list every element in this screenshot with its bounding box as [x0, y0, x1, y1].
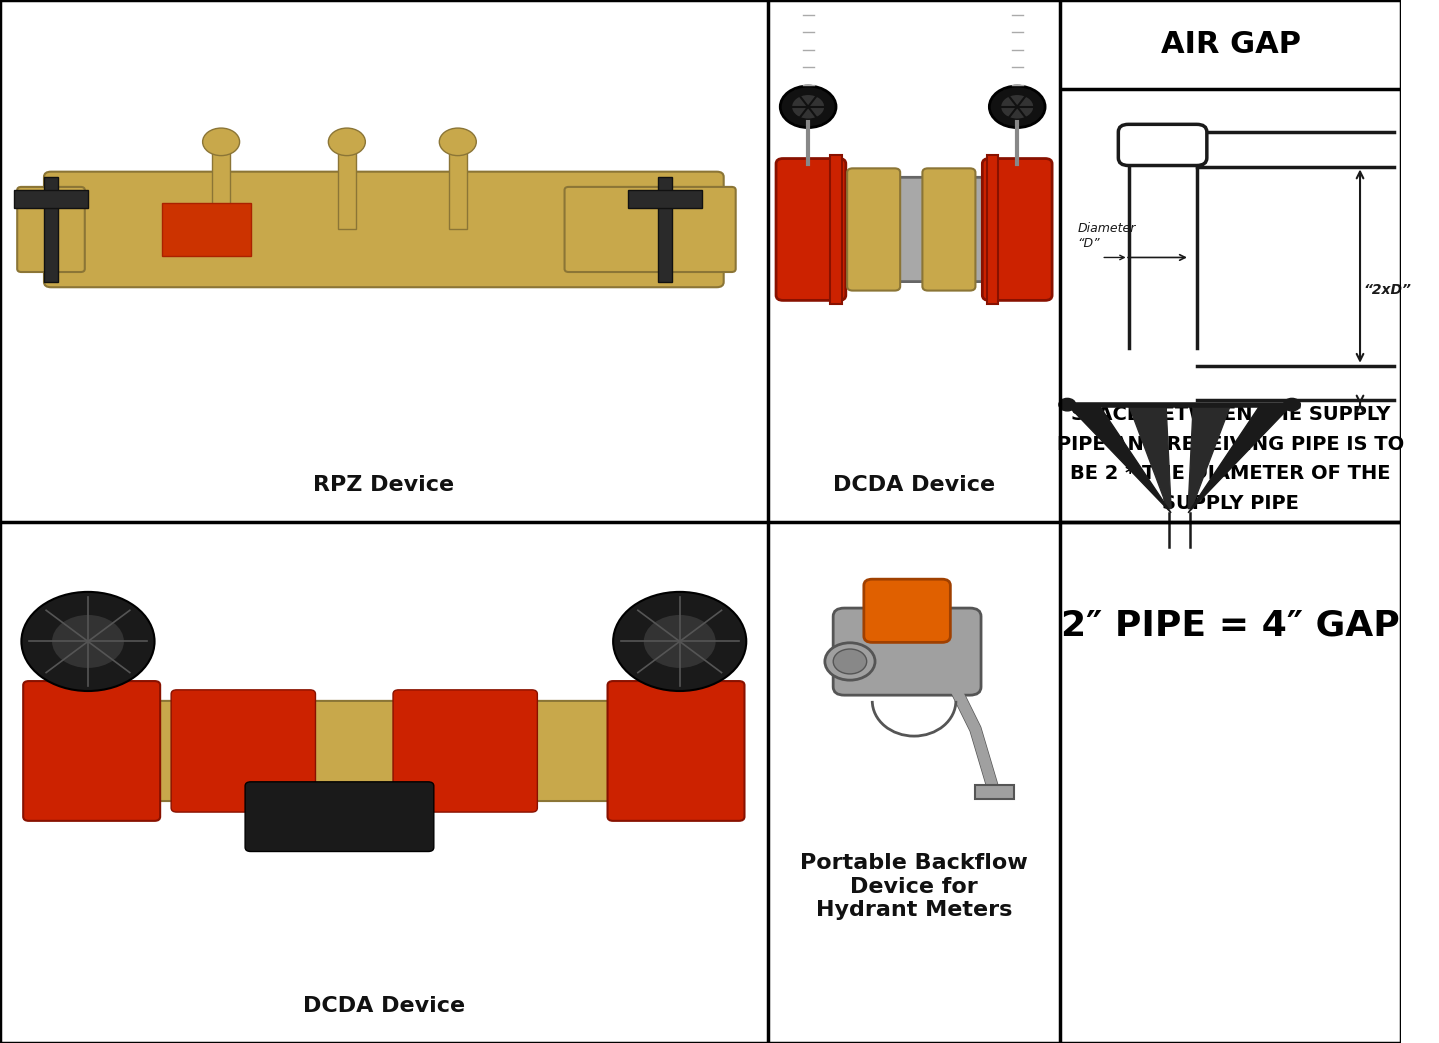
FancyBboxPatch shape	[607, 681, 744, 821]
Circle shape	[1059, 398, 1076, 411]
Polygon shape	[1189, 405, 1292, 513]
Bar	[627, 190, 702, 208]
Circle shape	[643, 614, 717, 669]
Bar	[212, 150, 230, 229]
Bar	[449, 150, 466, 229]
Circle shape	[833, 649, 866, 674]
FancyBboxPatch shape	[922, 168, 976, 291]
FancyBboxPatch shape	[983, 159, 1052, 300]
Bar	[830, 155, 842, 304]
Circle shape	[990, 86, 1045, 127]
FancyBboxPatch shape	[1118, 124, 1207, 166]
Circle shape	[439, 128, 476, 155]
Polygon shape	[1128, 405, 1171, 509]
Text: 2″ PIPE = 4″ GAP: 2″ PIPE = 4″ GAP	[1062, 609, 1400, 642]
Circle shape	[791, 94, 825, 119]
Bar	[987, 155, 997, 304]
Text: AIR GAP: AIR GAP	[1161, 30, 1301, 58]
Circle shape	[780, 86, 836, 127]
Text: SPACE BETWEEN THE SUPPLY
PIPE AND RECEIVING PIPE IS TO
BE 2 * THE DIAMETER OF TH: SPACE BETWEEN THE SUPPLY PIPE AND RECEIV…	[1058, 405, 1404, 513]
Circle shape	[613, 591, 747, 692]
Bar	[658, 177, 672, 282]
Circle shape	[203, 128, 240, 155]
FancyBboxPatch shape	[138, 701, 629, 801]
Bar	[976, 785, 1014, 800]
Bar	[338, 150, 355, 229]
FancyBboxPatch shape	[833, 608, 981, 696]
FancyBboxPatch shape	[863, 579, 950, 642]
Text: Portable Backflow
Device for
Hydrant Meters: Portable Backflow Device for Hydrant Met…	[800, 853, 1027, 920]
FancyBboxPatch shape	[23, 681, 160, 821]
Circle shape	[50, 614, 125, 669]
Circle shape	[328, 128, 366, 155]
Bar	[163, 203, 250, 256]
Text: RPZ Device: RPZ Device	[314, 475, 455, 495]
Circle shape	[22, 591, 154, 692]
Circle shape	[1284, 398, 1301, 411]
FancyBboxPatch shape	[848, 168, 901, 291]
Polygon shape	[1068, 405, 1171, 513]
Bar	[14, 190, 88, 208]
FancyBboxPatch shape	[825, 177, 1003, 282]
FancyBboxPatch shape	[393, 689, 537, 812]
Polygon shape	[1189, 405, 1230, 509]
Text: DCDA Device: DCDA Device	[302, 996, 465, 1017]
FancyBboxPatch shape	[171, 689, 315, 812]
Bar	[43, 177, 59, 282]
Circle shape	[1000, 94, 1035, 119]
FancyBboxPatch shape	[45, 172, 724, 287]
Text: DCDA Device: DCDA Device	[833, 475, 996, 495]
FancyBboxPatch shape	[564, 187, 735, 272]
FancyBboxPatch shape	[776, 159, 846, 300]
Text: “2xD”: “2xD”	[1363, 284, 1412, 297]
Text: Diameter
“D”: Diameter “D”	[1078, 222, 1135, 250]
Circle shape	[825, 642, 875, 680]
FancyBboxPatch shape	[17, 187, 85, 272]
FancyBboxPatch shape	[245, 782, 433, 851]
